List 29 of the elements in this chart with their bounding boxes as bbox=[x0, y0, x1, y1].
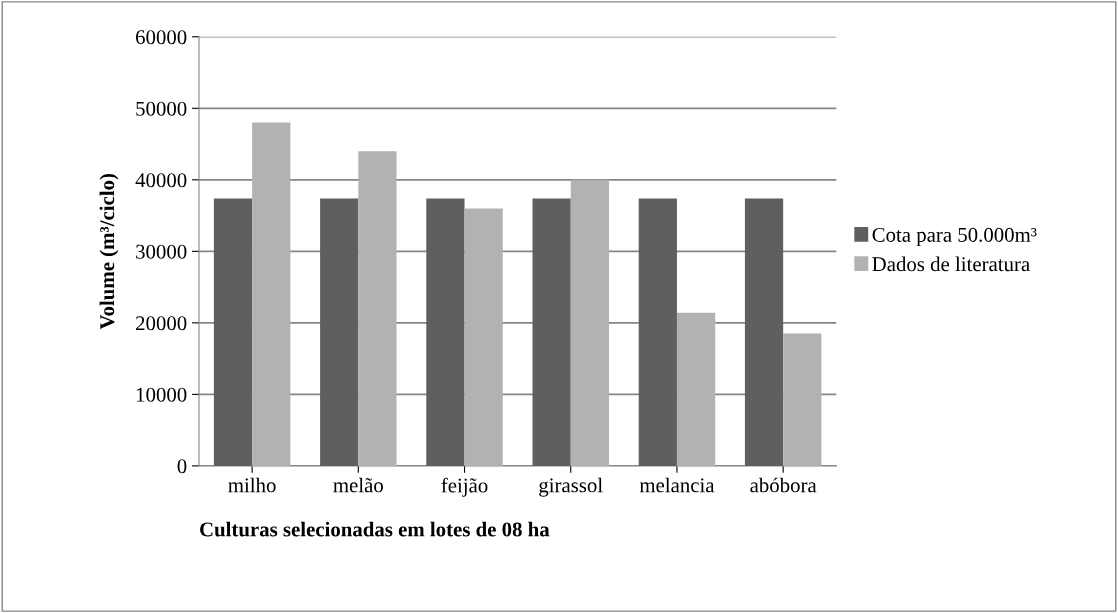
bar bbox=[252, 122, 291, 466]
bar bbox=[358, 151, 397, 466]
bar bbox=[532, 198, 571, 466]
bar bbox=[638, 198, 677, 466]
x-tick-label: abóbora bbox=[750, 477, 817, 493]
x-tick-label: melancia bbox=[639, 477, 715, 493]
x-tick-label: feijão bbox=[441, 477, 488, 497]
bar bbox=[676, 312, 716, 466]
x-tick-label: melão bbox=[333, 477, 383, 493]
y-tick-label: 60000 bbox=[136, 30, 187, 45]
x-axis-title: Culturas selecionadas em lotes de 08 ha bbox=[200, 521, 550, 537]
y-tick-label: 0 bbox=[177, 459, 187, 474]
bar bbox=[320, 198, 359, 466]
x-tick-label: milho bbox=[228, 477, 276, 493]
bar bbox=[744, 198, 784, 466]
y-axis-title: Volume (m³/ciclo) bbox=[99, 174, 119, 330]
bar bbox=[783, 333, 822, 466]
y-tick-label: 10000 bbox=[136, 387, 187, 402]
bar bbox=[464, 208, 503, 466]
y-tick-label: 50000 bbox=[136, 101, 187, 116]
y-tick-label: 30000 bbox=[136, 244, 187, 259]
bar bbox=[426, 198, 465, 466]
legend-label: Cota para 50.000m³ bbox=[872, 227, 1037, 247]
bar bbox=[213, 198, 253, 466]
y-tick-label: 40000 bbox=[135, 173, 187, 188]
legend-label: Dados de literatura bbox=[872, 256, 1030, 272]
x-tick-label: girassol bbox=[539, 477, 603, 497]
bar bbox=[570, 179, 609, 466]
y-tick-label: 20000 bbox=[136, 316, 187, 331]
